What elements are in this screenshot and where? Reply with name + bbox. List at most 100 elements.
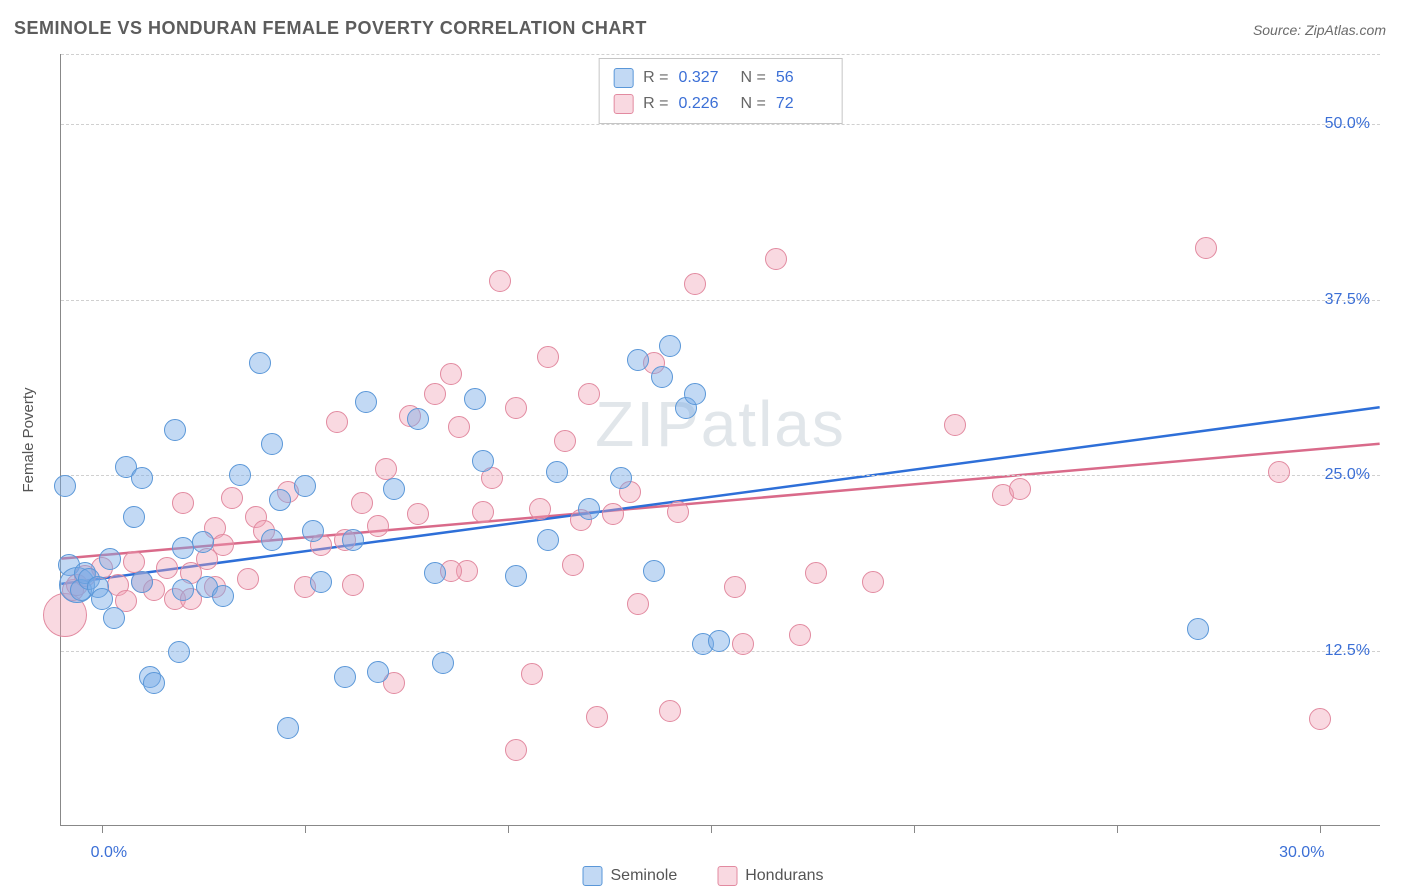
legend-row: R = 0.226 N = 72 [613,91,828,117]
gridline [61,124,1380,125]
plot-area: ZIPatlas R =0.327N =56R =0.226N =72 12.5… [60,54,1380,826]
honduran-point [724,576,746,598]
seminole-point [355,391,377,413]
honduran-point [537,346,559,368]
honduran-point [367,515,389,537]
chart-container: SEMINOLE VS HONDURAN FEMALE POVERTY CORR… [0,0,1406,892]
x-tick [508,825,509,833]
honduran-point [765,248,787,270]
seminole-point [464,388,486,410]
series-legend: Seminole Hondurans [583,866,824,886]
n-label: N = [741,91,766,117]
honduran-point [1268,461,1290,483]
watermark-sub: atlas [701,388,846,460]
y-tick-label: 37.5% [1325,291,1370,309]
honduran-point [407,503,429,525]
honduran-point [944,414,966,436]
x-tick [1117,825,1118,833]
seminole-point [578,498,600,520]
honduran-point [424,383,446,405]
gridline [61,300,1380,301]
honduran-point [1309,708,1331,730]
seminole-point [123,506,145,528]
honduran-point [342,574,364,596]
honduran-point [627,593,649,615]
legend-swatch [613,68,633,88]
seminole-point [1187,618,1209,640]
seminole-point [302,520,324,542]
seminole-point [472,450,494,472]
seminole-point [249,352,271,374]
gridline [61,54,1380,55]
gridline [61,475,1380,476]
r-label: R = [643,91,668,117]
r-value: 0.327 [679,65,731,91]
seminole-point [505,565,527,587]
seminole-point [424,562,446,584]
x-tick-label-left: 0.0% [91,844,127,862]
seminole-point [212,585,234,607]
r-label: R = [643,65,668,91]
honduran-point [789,624,811,646]
seminole-point [708,630,730,652]
seminole-point [143,672,165,694]
seminole-point [269,489,291,511]
seminole-point [546,461,568,483]
seminole-point [684,383,706,405]
seminole-point [294,475,316,497]
honduran-point [326,411,348,433]
seminole-point [643,560,665,582]
seminole-point [168,641,190,663]
seminole-point [659,335,681,357]
y-tick-label: 25.0% [1325,466,1370,484]
seminole-point [610,467,632,489]
series-legend-item: Seminole [583,866,678,886]
honduran-point [529,498,551,520]
legend-swatch [613,94,633,114]
series-label: Hondurans [745,867,823,885]
honduran-point [602,503,624,525]
honduran-point [489,270,511,292]
seminole-point [131,571,153,593]
seminole-point [334,666,356,688]
honduran-point [521,663,543,685]
watermark: ZIPatlas [595,387,846,461]
honduran-point [172,492,194,514]
legend-swatch [583,866,603,886]
seminole-point [54,475,76,497]
honduran-point [1195,237,1217,259]
honduran-point [351,492,373,514]
honduran-point [554,430,576,452]
r-value: 0.226 [679,91,731,117]
honduran-point [667,501,689,523]
honduran-point [505,397,527,419]
honduran-point [805,562,827,584]
honduran-point [156,557,178,579]
n-value: 72 [776,91,828,117]
seminole-point [277,717,299,739]
honduran-point [472,501,494,523]
x-tick [914,825,915,833]
legend-row: R =0.327N =56 [613,65,828,91]
x-tick [711,825,712,833]
seminole-point [172,579,194,601]
seminole-point [310,571,332,593]
seminole-point [131,467,153,489]
honduran-point [732,633,754,655]
seminole-point [432,652,454,674]
x-tick [1320,825,1321,833]
honduran-point [684,273,706,295]
seminole-point [407,408,429,430]
series-label: Seminole [611,867,678,885]
seminole-point [192,531,214,553]
correlation-legend: R =0.327N =56R =0.226N =72 [598,58,843,124]
x-tick-label-right: 30.0% [1279,844,1324,862]
seminole-point [383,478,405,500]
seminole-point [164,419,186,441]
honduran-point [221,487,243,509]
honduran-point [578,383,600,405]
seminole-point [91,588,113,610]
seminole-point [367,661,389,683]
chart-title: SEMINOLE VS HONDURAN FEMALE POVERTY CORR… [14,18,647,39]
x-tick [305,825,306,833]
